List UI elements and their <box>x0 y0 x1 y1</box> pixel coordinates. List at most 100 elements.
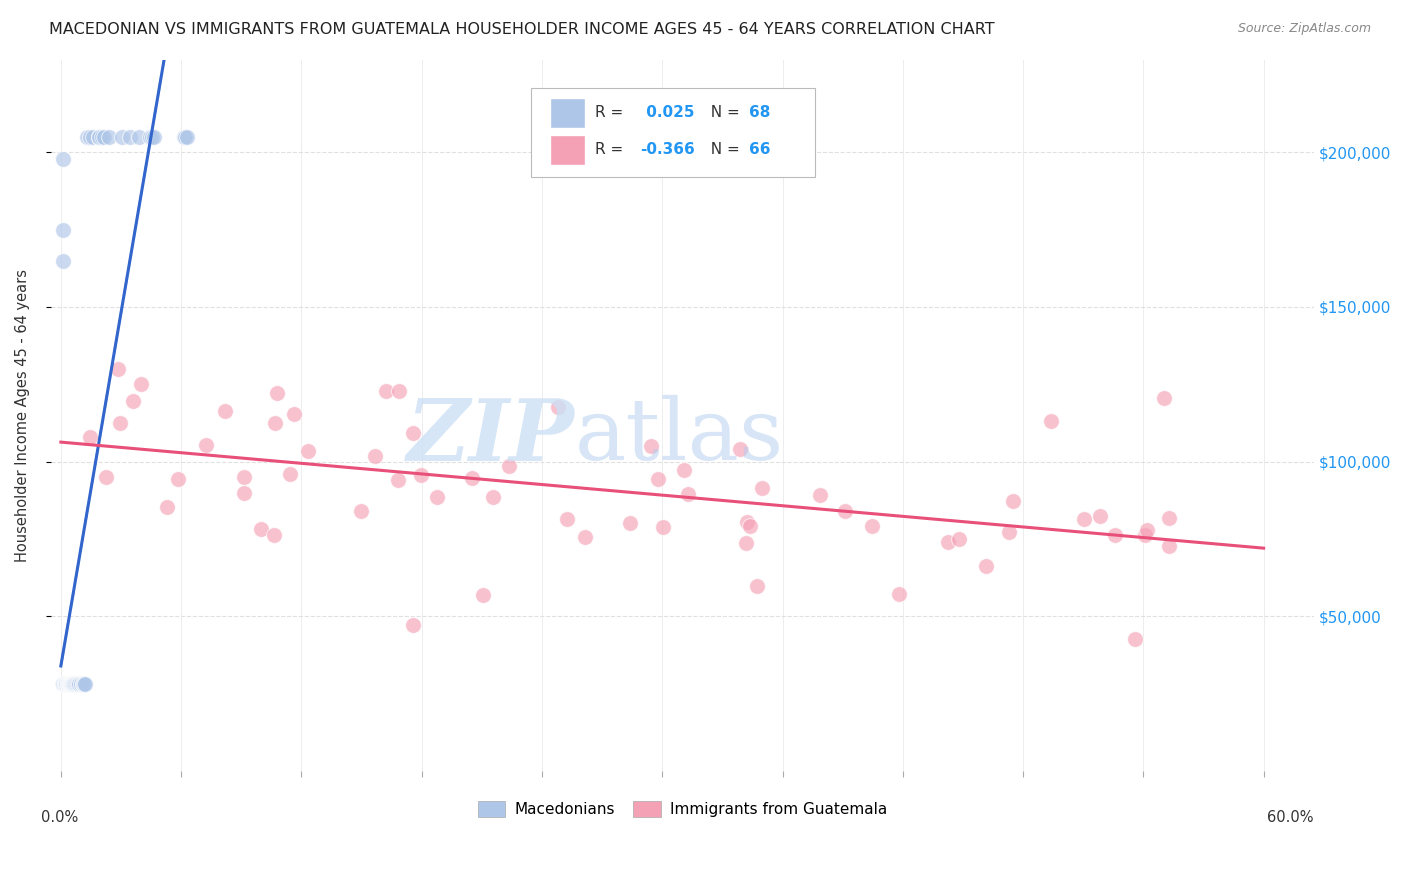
Point <box>52 677 75 691</box>
Point <box>1159 511 1181 525</box>
Point <box>998 525 1021 540</box>
Point <box>860 519 883 533</box>
Point <box>52 253 75 268</box>
Point <box>62 677 84 691</box>
Point <box>283 407 305 421</box>
Point <box>388 384 411 398</box>
Point <box>52 222 75 236</box>
Point <box>56 677 79 691</box>
Point <box>142 129 165 144</box>
Point <box>747 579 769 593</box>
Point <box>72 677 94 691</box>
Point <box>52 677 75 691</box>
Point <box>481 490 503 504</box>
Point <box>1040 414 1063 428</box>
Y-axis label: Householder Income Ages 45 - 64 years: Householder Income Ages 45 - 64 years <box>15 268 30 562</box>
Point <box>728 442 751 457</box>
Point <box>156 500 179 515</box>
Bar <box>550 135 585 165</box>
Point <box>55 677 77 691</box>
Point <box>53 677 76 691</box>
Point <box>97 129 120 144</box>
Point <box>62 677 84 691</box>
Point <box>887 587 910 601</box>
Point <box>59 677 82 691</box>
Point <box>672 463 695 477</box>
Point <box>59 677 82 691</box>
Point <box>60 677 83 691</box>
Point <box>73 677 96 691</box>
Point <box>111 129 134 144</box>
Point <box>652 520 675 534</box>
Point <box>67 677 90 691</box>
Point <box>59 677 82 691</box>
Point <box>60 677 83 691</box>
Point <box>411 467 433 482</box>
Point <box>108 416 131 430</box>
Point <box>174 129 197 144</box>
Point <box>91 129 114 144</box>
Point <box>79 129 101 144</box>
Point <box>141 129 163 144</box>
Point <box>974 559 997 574</box>
Point <box>56 677 79 691</box>
Point <box>1073 512 1095 526</box>
Point <box>402 617 425 632</box>
Point <box>52 152 75 166</box>
Point <box>678 487 700 501</box>
Point <box>52 677 75 691</box>
Point <box>426 490 449 504</box>
Point <box>59 677 82 691</box>
Point <box>167 472 190 486</box>
Point <box>55 677 77 691</box>
Point <box>70 677 93 691</box>
Point <box>60 677 83 691</box>
FancyBboxPatch shape <box>530 88 815 177</box>
Point <box>66 677 89 691</box>
Point <box>59 677 82 691</box>
Point <box>735 535 758 549</box>
Point <box>76 129 98 144</box>
Point <box>640 439 662 453</box>
Text: 68: 68 <box>749 105 770 120</box>
Point <box>173 129 195 144</box>
Point <box>63 677 86 691</box>
Point <box>249 522 271 536</box>
Point <box>176 129 198 144</box>
Point <box>751 481 773 495</box>
Point <box>472 588 495 602</box>
Point <box>233 469 256 483</box>
Point <box>55 677 77 691</box>
Point <box>1153 391 1175 405</box>
Point <box>808 487 831 501</box>
Point <box>107 361 129 376</box>
Text: N =: N = <box>702 143 745 157</box>
Text: MACEDONIAN VS IMMIGRANTS FROM GUATEMALA HOUSEHOLDER INCOME AGES 45 - 64 YEARS CO: MACEDONIAN VS IMMIGRANTS FROM GUATEMALA … <box>49 22 995 37</box>
Point <box>1002 494 1025 508</box>
Point <box>70 677 93 691</box>
Point <box>60 677 83 691</box>
Bar <box>550 98 585 128</box>
Point <box>59 677 82 691</box>
Point <box>350 504 373 518</box>
Point <box>67 677 90 691</box>
Text: Source: ZipAtlas.com: Source: ZipAtlas.com <box>1237 22 1371 36</box>
Point <box>67 677 90 691</box>
Point <box>89 129 111 144</box>
Point <box>129 377 152 392</box>
Point <box>1135 528 1157 542</box>
Point <box>62 677 84 691</box>
Point <box>72 677 94 691</box>
Text: R =: R = <box>595 143 628 157</box>
Point <box>59 677 82 691</box>
Point <box>53 677 76 691</box>
Text: 0.0%: 0.0% <box>41 810 79 825</box>
Point <box>1123 632 1146 647</box>
Point <box>647 472 669 486</box>
Point <box>53 677 76 691</box>
Point <box>364 449 387 463</box>
Point <box>461 471 484 485</box>
Text: 0.025: 0.025 <box>641 105 695 120</box>
Point <box>619 516 641 530</box>
Point <box>402 426 425 441</box>
